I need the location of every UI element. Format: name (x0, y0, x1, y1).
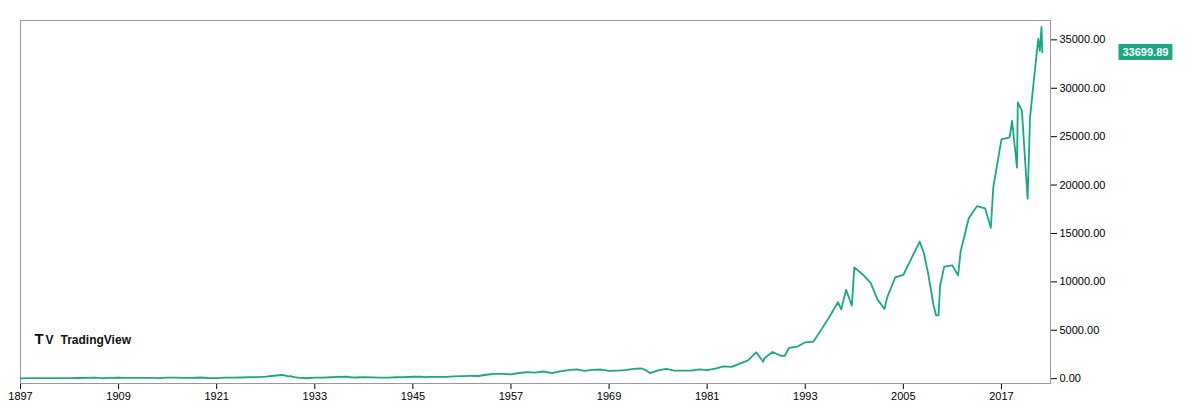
svg-text:V: V (46, 333, 54, 347)
svg-text:1933: 1933 (303, 390, 327, 402)
svg-text:1921: 1921 (204, 390, 228, 402)
svg-text:1909: 1909 (106, 390, 130, 402)
svg-text:TradingView: TradingView (61, 333, 132, 347)
svg-text:1969: 1969 (597, 390, 621, 402)
svg-text:0.00: 0.00 (1060, 372, 1081, 384)
svg-text:T: T (35, 330, 44, 347)
svg-text:2017: 2017 (989, 390, 1013, 402)
svg-text:10000.00: 10000.00 (1060, 275, 1106, 287)
svg-text:25000.00: 25000.00 (1060, 130, 1106, 142)
svg-text:1897: 1897 (8, 390, 32, 402)
svg-text:30000.00: 30000.00 (1060, 82, 1106, 94)
svg-text:1945: 1945 (401, 390, 425, 402)
svg-text:5000.00: 5000.00 (1060, 324, 1100, 336)
svg-text:1957: 1957 (499, 390, 523, 402)
svg-text:15000.00: 15000.00 (1060, 227, 1106, 239)
svg-text:1993: 1993 (793, 390, 817, 402)
svg-text:33699.89: 33699.89 (1123, 46, 1169, 58)
svg-text:1981: 1981 (695, 390, 719, 402)
svg-text:20000.00: 20000.00 (1060, 179, 1106, 191)
svg-text:35000.00: 35000.00 (1060, 33, 1106, 45)
svg-text:2005: 2005 (891, 390, 915, 402)
